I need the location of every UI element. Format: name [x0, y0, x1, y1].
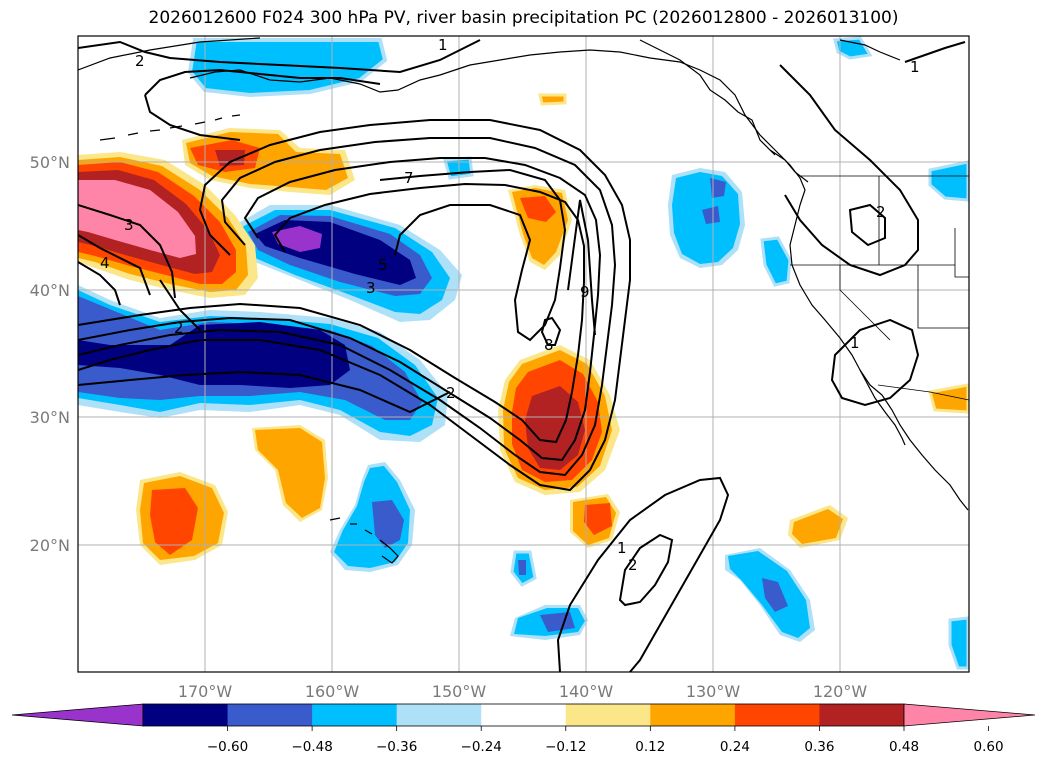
colorbar-extend-max — [903, 703, 1036, 727]
colorbar-tick-label: −0.48 — [291, 739, 332, 755]
colorbar-tick-label: 0.48 — [889, 739, 919, 755]
colorbar-tick-label: −0.24 — [461, 739, 502, 755]
contour-label-8: 8 — [544, 336, 554, 354]
colorbar-cell — [565, 704, 651, 726]
colorbar-tick-label: −0.12 — [545, 739, 586, 755]
contour-label-3-west: 3 — [124, 216, 134, 234]
contour-label-1-south: 1 — [617, 539, 627, 557]
contour-label-9: 9 — [580, 283, 590, 301]
lon-label-170w: 170°W — [178, 682, 233, 701]
contour-label-2-south: 2 — [628, 556, 638, 574]
colorbar-cell — [819, 704, 905, 726]
graticule — [78, 36, 969, 672]
lat-label-40: 40°N — [30, 281, 70, 300]
lon-label-150w: 150°W — [432, 682, 487, 701]
colorbar-cell — [734, 704, 820, 726]
colorbar-tick-label: 0.24 — [720, 739, 750, 755]
colorbar-cell — [143, 704, 229, 726]
longitude-labels: 170°W 160°W 150°W 140°W 130°W 120°W — [178, 682, 868, 701]
lat-label-20: 20°N — [30, 536, 70, 555]
colorbar-tick-label: 0.60 — [974, 739, 1004, 755]
colorbar-tick-label: 0.12 — [635, 739, 665, 755]
coastlines — [78, 37, 969, 564]
positive-anomaly-fields — [78, 93, 969, 565]
contour-label-5: 5 — [378, 256, 388, 274]
contour-label-2-wa: 2 — [876, 203, 886, 221]
political-borders — [790, 175, 969, 401]
colorbar-cell — [650, 704, 736, 726]
contour-label-3-mid: 3 — [366, 279, 376, 297]
contour-label-2-trough: 2 — [446, 384, 456, 402]
pv-contours — [78, 39, 966, 672]
contour-label-2-west: 2 — [174, 319, 184, 337]
contour-label-2-nw: 2 — [135, 52, 145, 70]
colorbar-tick-label: −0.36 — [376, 739, 417, 755]
contour-label-7: 7 — [404, 169, 414, 187]
lon-label-140w: 140°W — [559, 682, 614, 701]
lon-label-130w: 130°W — [686, 682, 741, 701]
colorbar-cell — [312, 704, 398, 726]
colorbar: −0.60 −0.48 −0.36 −0.24 −0.12 0.12 0.24 0.36 0.4… — [11, 703, 1036, 755]
colorbar-cell — [481, 704, 567, 726]
lat-label-30: 30°N — [30, 408, 70, 427]
latitude-labels: 50°N 40°N 30°N 20°N — [30, 153, 70, 555]
negative-anomaly-fields — [78, 36, 969, 670]
colorbar-extend-min — [11, 703, 144, 727]
contour-label-1-north: 1 — [438, 36, 448, 54]
colorbar-cell — [396, 704, 482, 726]
colorbar-tick-label: 0.36 — [804, 739, 834, 755]
map-title: 2026012600 F024 300 hPa PV, river basin … — [148, 8, 899, 28]
contour-labels: 2 1 1 7 3 4 2 5 3 9 8 2 2 1 1 2 — [100, 36, 920, 574]
lon-label-160w: 160°W — [305, 682, 360, 701]
map-content: 2 1 1 7 3 4 2 5 3 9 8 2 2 1 1 2 — [78, 36, 969, 672]
contour-label-4-west: 4 — [100, 254, 110, 272]
contour-label-1-ca: 1 — [850, 334, 860, 352]
colorbar-cell — [227, 704, 313, 726]
map-frame — [77, 35, 970, 673]
colorbar-tick-label: −0.60 — [207, 739, 248, 755]
contour-label-1-ne: 1 — [910, 58, 920, 76]
lat-label-50: 50°N — [30, 153, 70, 172]
lon-label-120w: 120°W — [813, 682, 868, 701]
